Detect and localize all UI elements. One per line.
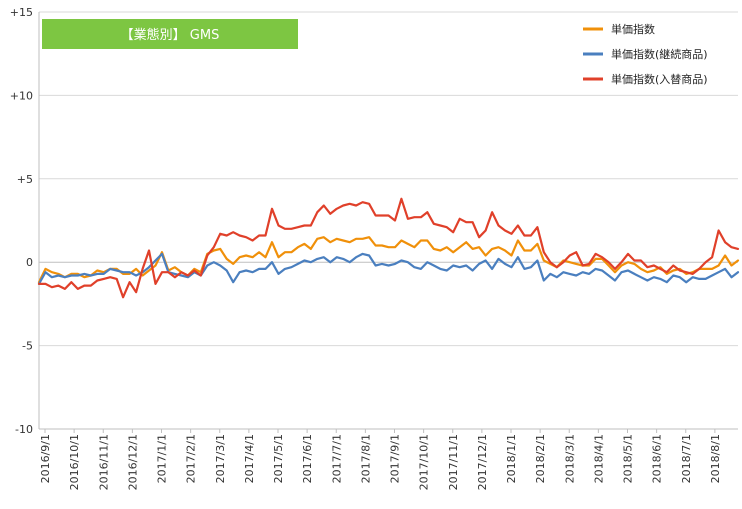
x-tick-label: 2016/12/1 xyxy=(126,434,139,490)
x-tick-label: 2018/8/1 xyxy=(709,434,722,483)
x-tick-label: 2016/9/1 xyxy=(39,434,52,483)
legend-label: 単価指数(入替商品) xyxy=(611,72,708,86)
x-tick-label: 2017/7/1 xyxy=(330,434,343,483)
y-tick-label: -5 xyxy=(22,340,33,353)
title-background xyxy=(42,19,298,49)
x-tick-label: 2017/9/1 xyxy=(389,434,402,483)
x-tick-label: 2017/4/1 xyxy=(243,434,256,483)
x-tick-label: 2017/5/1 xyxy=(272,434,285,483)
x-tick-label: 2017/2/1 xyxy=(185,434,198,483)
legend-item-2: 単価指数(継続商品) xyxy=(583,47,708,61)
series-lines xyxy=(37,197,740,299)
legend-label: 単価指数(継続商品) xyxy=(611,47,708,61)
series-line-3 xyxy=(37,197,740,299)
legend-item-3: 単価指数(入替商品) xyxy=(583,72,708,86)
x-tick-label: 2018/6/1 xyxy=(651,434,664,483)
x-tick-label: 2018/3/1 xyxy=(563,434,576,483)
y-axis: +15 +10 +5 0 -5 -10 xyxy=(10,6,738,436)
x-tick-label: 2017/10/1 xyxy=(418,434,431,490)
x-tick-label: 2018/4/1 xyxy=(592,434,605,483)
legend-label: 単価指数 xyxy=(611,22,655,36)
x-tick-label: 2017/11/1 xyxy=(447,434,460,490)
y-tick-label: +5 xyxy=(17,173,33,186)
x-tick-label: 2017/3/1 xyxy=(214,434,227,483)
y-tick-label: +15 xyxy=(10,6,33,19)
x-tick-label: 2018/7/1 xyxy=(680,434,693,483)
y-tick-label: -10 xyxy=(15,423,33,436)
series-line-2 xyxy=(37,252,740,285)
y-tick-label: 0 xyxy=(26,256,33,269)
x-tick-label: 2016/10/1 xyxy=(68,434,81,490)
series-line-1 xyxy=(37,236,740,284)
chart-title: 【業態別】 GMS xyxy=(121,27,220,43)
x-tick-label: 2017/6/1 xyxy=(301,434,314,483)
x-axis: 2016/9/1 2016/10/1 2016/11/1 2016/12/1 2017/… xyxy=(39,429,722,490)
x-tick-label: 2018/1/1 xyxy=(505,434,518,483)
chart-title-badge: 【業態別】 GMS xyxy=(42,19,298,49)
y-tick-label: +10 xyxy=(10,89,33,102)
x-tick-label: 2018/2/1 xyxy=(534,434,547,483)
x-tick-label: 2016/11/1 xyxy=(97,434,110,490)
x-tick-label: 2017/1/1 xyxy=(156,434,169,483)
x-tick-label: 2018/5/1 xyxy=(622,434,635,483)
legend-item-1: 単価指数 xyxy=(583,22,655,36)
x-tick-label: 2017/8/1 xyxy=(359,434,372,483)
x-tick-label: 2017/12/1 xyxy=(476,434,489,490)
